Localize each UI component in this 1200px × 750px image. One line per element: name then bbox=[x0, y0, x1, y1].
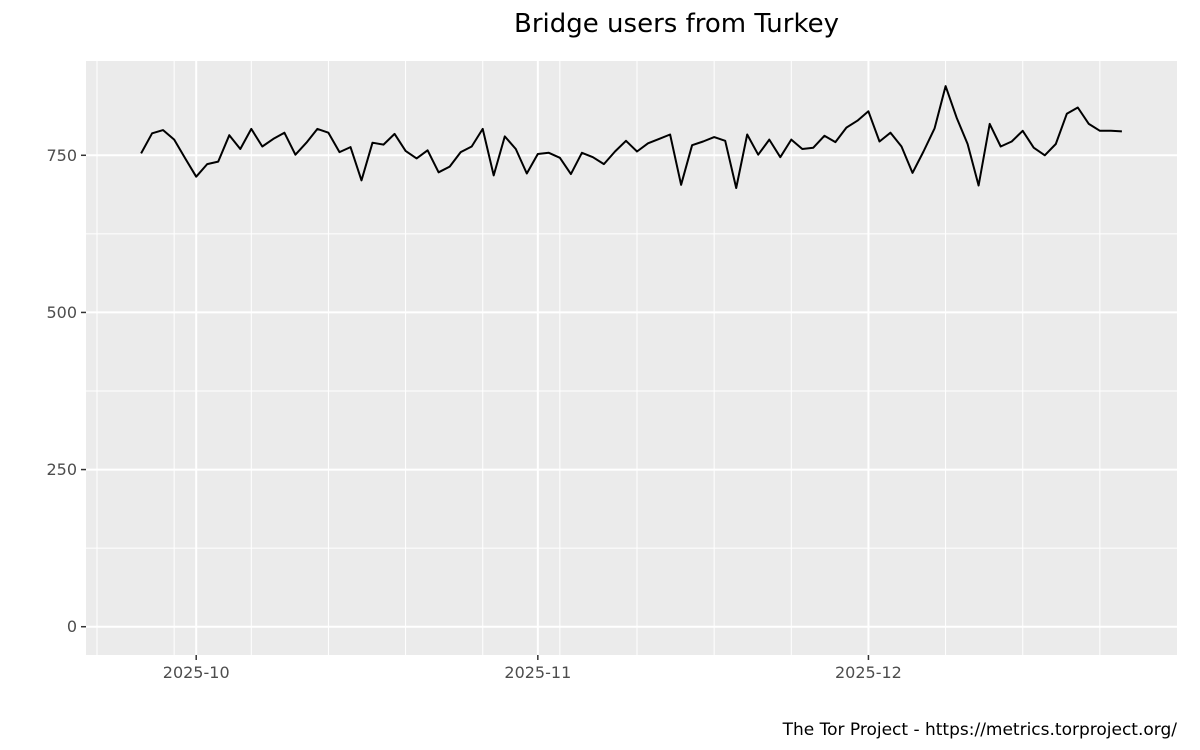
x-tick-label: 2025-12 bbox=[835, 663, 902, 682]
y-tick-label: 0 bbox=[67, 617, 77, 636]
chart-title: Bridge users from Turkey bbox=[514, 9, 839, 39]
y-tick-label: 250 bbox=[46, 460, 77, 479]
chart-caption: The Tor Project - https://metrics.torpro… bbox=[782, 720, 1178, 740]
y-tick-label: 750 bbox=[46, 146, 77, 165]
x-axis: 2025-10 2025-11 2025-12 bbox=[163, 655, 902, 682]
y-axis: 0 250 500 750 bbox=[46, 146, 86, 636]
series-line bbox=[140, 85, 1122, 189]
series-layer bbox=[140, 85, 1122, 189]
x-tick-label: 2025-11 bbox=[504, 663, 571, 682]
x-tick-label: 2025-10 bbox=[163, 663, 230, 682]
major-grid bbox=[86, 61, 1177, 655]
plot-panel bbox=[86, 61, 1177, 655]
y-tick-label: 500 bbox=[46, 303, 77, 322]
